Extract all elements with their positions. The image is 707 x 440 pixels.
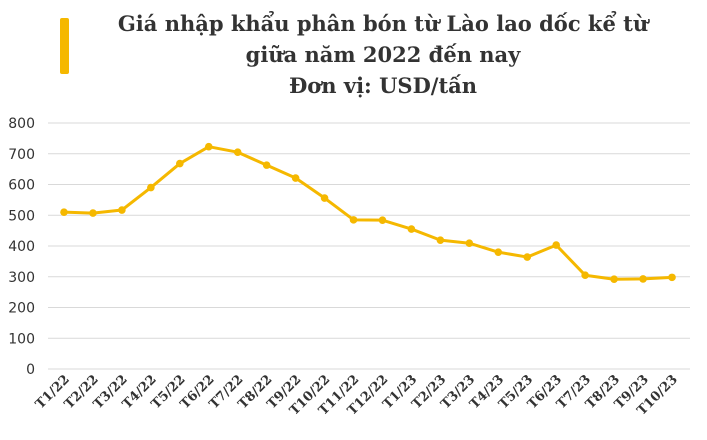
data-point-T10/22: [320, 194, 329, 202]
y-tick-label: 700: [8, 147, 35, 163]
y-tick-label: 800: [8, 116, 35, 132]
data-point-T8/22: [262, 161, 271, 169]
y-axis-ticks: 0 100 200 300 400 500 600 700 800: [8, 116, 35, 378]
y-tick-label: 500: [8, 208, 35, 224]
chart-title-line-1: Giá nhập khẩu phân bón từ Lào lao dốc kể…: [117, 11, 649, 36]
x-axis-ticks: T1/22T2/22T3/22T4/22T5/22T6/22T7/22T8/22…: [33, 372, 681, 418]
chart-title: Giá nhập khẩu phân bón từ Lào lao dốc kể…: [78, 8, 688, 101]
y-tick-label: 0: [26, 362, 35, 378]
data-point-T10/23: [668, 273, 676, 282]
y-tick-label: 200: [8, 301, 35, 317]
data-point-T1/23: [407, 225, 416, 233]
data-point-T3/22: [118, 206, 126, 214]
data-point-T6/23: [552, 241, 560, 249]
data-point-T5/22: [176, 159, 184, 168]
data-point-T2/22: [89, 209, 97, 217]
data-point-T4/23: [494, 248, 503, 256]
series-points: [60, 142, 676, 284]
data-point-T8/23: [610, 275, 618, 284]
y-tick-label: 400: [8, 239, 35, 255]
data-point-T12/22: [378, 216, 387, 224]
chart-title-line-3: Đơn vị: USD/tấn: [288, 73, 478, 98]
data-point-T9/22: [291, 174, 300, 182]
y-tick-label: 300: [8, 270, 35, 286]
title-accent-bar: [60, 18, 69, 74]
data-point-T9/23: [639, 275, 647, 283]
data-point-T7/23: [581, 271, 589, 280]
y-tick-label: 100: [8, 331, 35, 347]
series-line: [63, 145, 673, 281]
grid-lines: [48, 122, 690, 370]
data-point-T3/23: [465, 239, 474, 248]
data-point-T5/23: [523, 253, 532, 261]
chart-title-line-2: giữa năm 2022 đến nay: [245, 42, 521, 67]
data-point-T2/23: [436, 236, 445, 244]
y-tick-label: 600: [8, 178, 35, 194]
data-point-T1/22: [60, 208, 68, 216]
data-point-T6/22: [204, 142, 213, 151]
series-polyline: [63, 145, 673, 281]
data-point-T7/22: [233, 148, 242, 157]
data-point-T11/22: [349, 216, 358, 224]
data-point-T4/22: [147, 183, 155, 192]
